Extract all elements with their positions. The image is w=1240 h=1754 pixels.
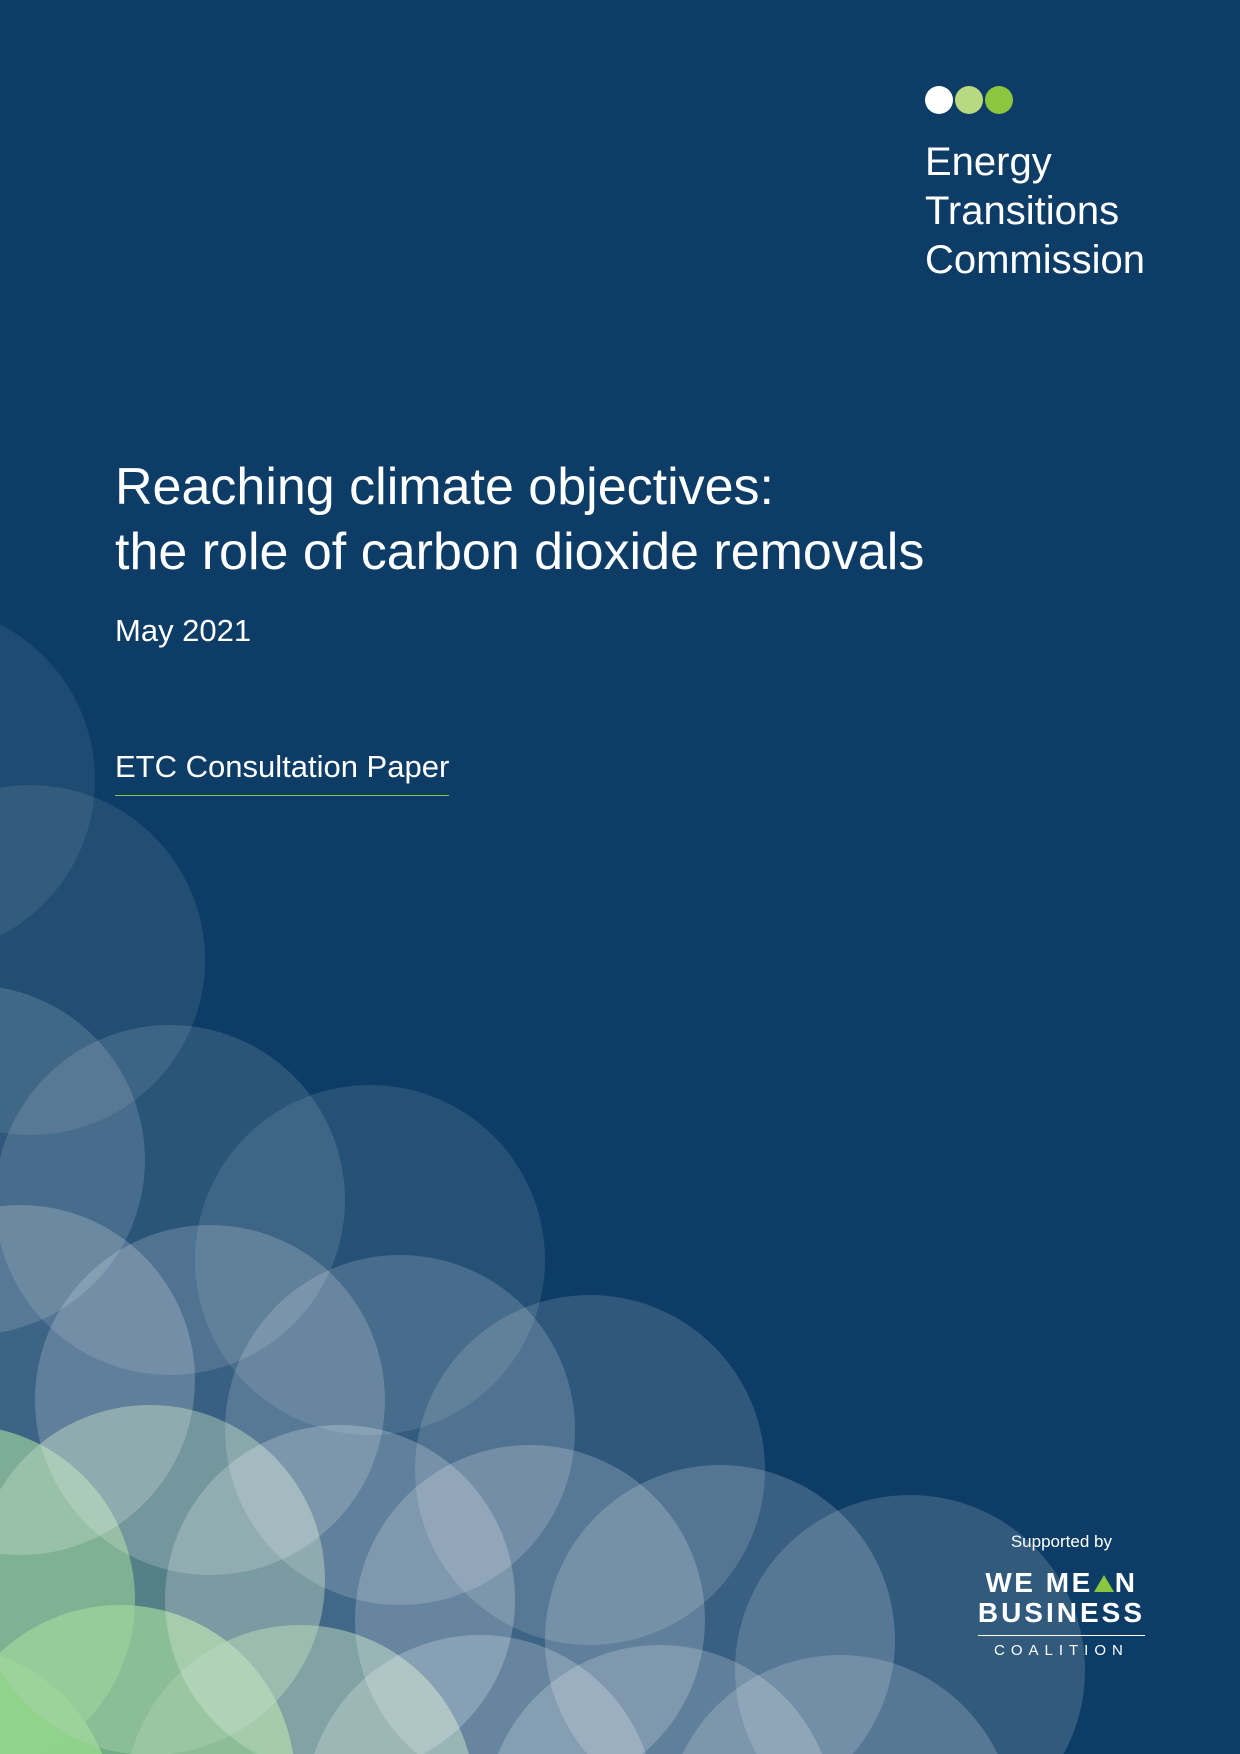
etc-logo-line: Energy xyxy=(925,138,1145,187)
document-type-label: ETC Consultation Paper xyxy=(115,749,449,796)
triangle-icon xyxy=(1094,1575,1114,1592)
we-mean-business-logo: WE ME N BUSINESS COALITION xyxy=(978,1568,1145,1659)
wmb-text: WE ME xyxy=(985,1568,1092,1597)
etc-logo: Energy Transitions Commission xyxy=(925,85,1145,284)
report-cover: Energy Transitions Commission Reaching c… xyxy=(0,0,1240,1754)
supporter-block: Supported by WE ME N BUSINESS COALITION xyxy=(978,1532,1145,1659)
report-title: Reaching climate objectives: the role of… xyxy=(115,455,1160,585)
etc-logo-dots-icon xyxy=(925,85,1019,115)
etc-logo-text: Energy Transitions Commission xyxy=(925,138,1145,284)
title-block: Reaching climate objectives: the role of… xyxy=(115,455,1160,796)
wmb-logo-line1: WE ME N xyxy=(978,1568,1145,1597)
etc-logo-line: Commission xyxy=(925,236,1145,285)
wmb-logo-line2: BUSINESS xyxy=(978,1598,1145,1627)
wmb-text: N xyxy=(1115,1568,1138,1597)
wmb-coalition-label: COALITION xyxy=(978,1635,1145,1659)
title-line: the role of carbon dioxide removals xyxy=(115,523,924,581)
supported-by-label: Supported by xyxy=(978,1532,1145,1552)
etc-logo-line: Transitions xyxy=(925,187,1145,236)
report-date: May 2021 xyxy=(115,613,1160,649)
title-line: Reaching climate objectives: xyxy=(115,458,774,516)
